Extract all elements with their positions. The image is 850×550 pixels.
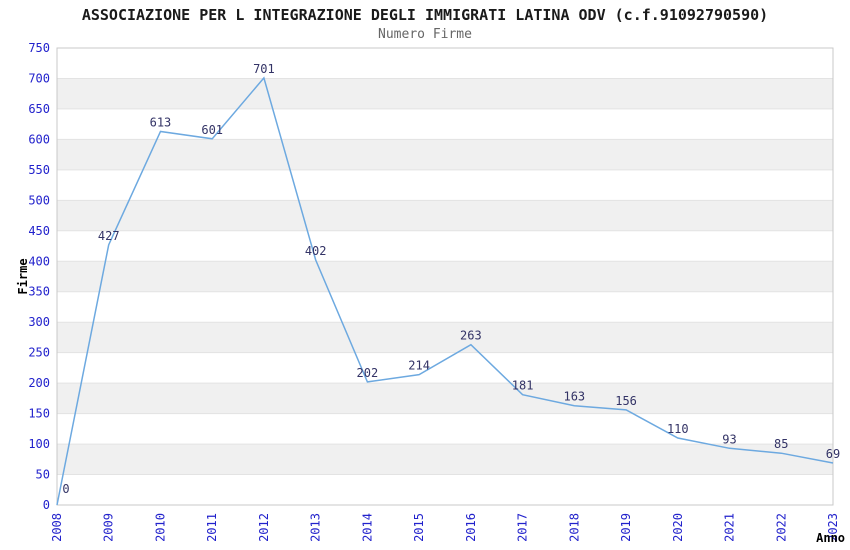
y-tick-label: 150	[28, 407, 50, 421]
y-tick-label: 600	[28, 132, 50, 146]
x-tick-label: 2008	[50, 513, 64, 542]
data-label: 601	[201, 123, 223, 137]
data-label: 181	[512, 379, 534, 393]
y-tick-label: 750	[28, 41, 50, 55]
data-label: 110	[667, 422, 689, 436]
x-tick-label: 2022	[774, 513, 788, 542]
grid-band	[57, 322, 833, 353]
x-axis-title: Anno	[816, 531, 845, 545]
y-axis-title: Firme	[16, 258, 30, 294]
data-label: 93	[722, 432, 736, 446]
data-label: 156	[615, 394, 637, 408]
x-tick-label: 2020	[671, 513, 685, 542]
data-label: 214	[408, 359, 430, 373]
data-label: 202	[357, 366, 379, 380]
x-tick-label: 2009	[102, 513, 116, 542]
data-label: 85	[774, 437, 788, 451]
data-label: 402	[305, 244, 327, 258]
data-label: 613	[150, 115, 172, 129]
grid-band	[57, 139, 833, 170]
y-tick-label: 250	[28, 346, 50, 360]
grid-band	[57, 200, 833, 231]
grid-band	[57, 261, 833, 292]
y-tick-label: 500	[28, 193, 50, 207]
x-tick-label: 2013	[309, 513, 323, 542]
data-label: 163	[563, 390, 585, 404]
grid-band	[57, 444, 833, 475]
x-tick-label: 2011	[205, 513, 219, 542]
plot-border	[56, 47, 834, 506]
grid-band	[57, 78, 833, 109]
series-line	[56, 76, 834, 506]
y-tick-label: 550	[28, 163, 50, 177]
x-tick-label: 2012	[257, 513, 271, 542]
x-tick-label: 2019	[619, 513, 633, 542]
data-label: 263	[460, 329, 482, 343]
chart-subtitle: Numero Firme	[378, 27, 472, 42]
x-tick-label: 2017	[516, 513, 530, 542]
y-tick-label: 650	[28, 102, 50, 116]
data-label: 69	[826, 447, 840, 461]
x-tick-label: 2016	[464, 513, 478, 542]
x-tick-label: 2010	[153, 513, 167, 542]
data-label: 427	[98, 229, 120, 243]
y-tick-label: 0	[43, 498, 50, 512]
x-tick-label: 2021	[723, 513, 737, 542]
y-tick-label: 450	[28, 224, 50, 238]
data-label: 701	[253, 62, 275, 76]
grid-band	[57, 383, 833, 414]
data-label: 0	[62, 482, 69, 496]
chart-title: ASSOCIAZIONE PER L INTEGRAZIONE DEGLI IM…	[81, 6, 769, 24]
y-tick-label: 400	[28, 254, 50, 268]
x-tick-label: 2018	[567, 513, 581, 542]
y-tick-label: 50	[36, 468, 50, 482]
y-tick-label: 300	[28, 315, 50, 329]
x-tick-label: 2023	[826, 513, 840, 542]
x-tick-label: 2014	[360, 513, 374, 542]
y-tick-label: 100	[28, 437, 50, 451]
y-tick-label: 700	[28, 71, 50, 85]
y-tick-label: 350	[28, 285, 50, 299]
y-tick-label: 200	[28, 376, 50, 390]
x-tick-label: 2015	[412, 513, 426, 542]
